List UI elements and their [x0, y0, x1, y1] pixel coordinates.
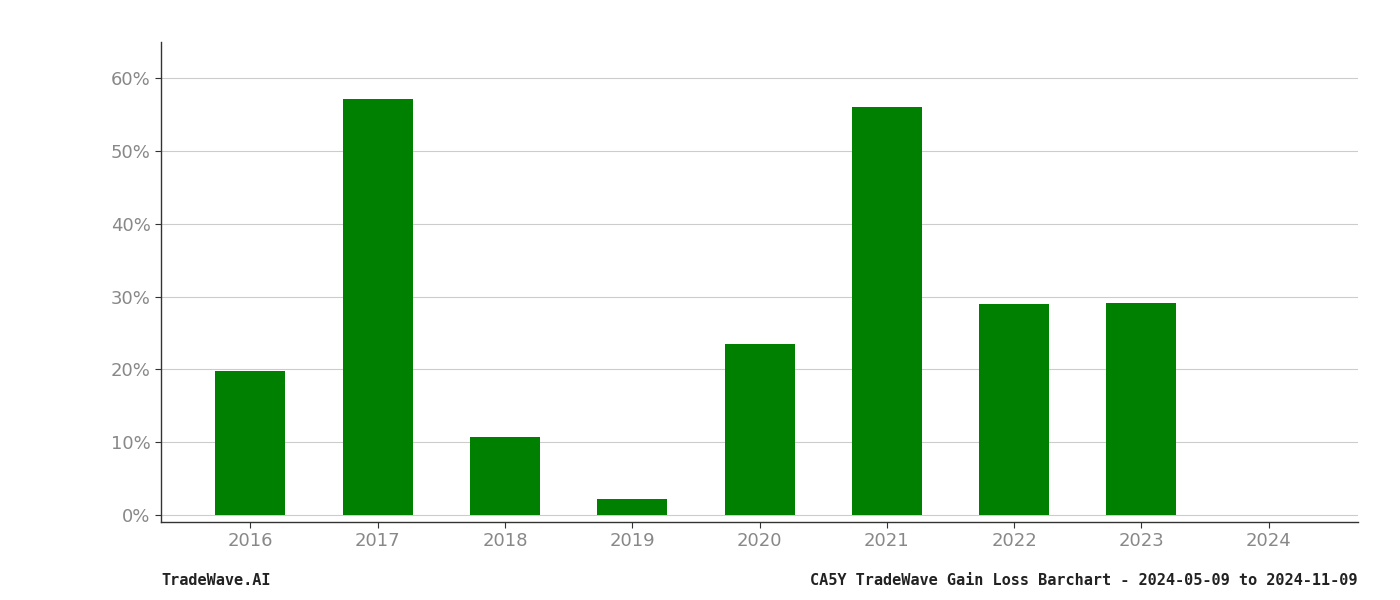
Bar: [470, 437, 540, 515]
Bar: [725, 344, 795, 515]
Bar: [1106, 303, 1176, 515]
Text: CA5Y TradeWave Gain Loss Barchart - 2024-05-09 to 2024-11-09: CA5Y TradeWave Gain Loss Barchart - 2024…: [811, 573, 1358, 588]
Bar: [216, 371, 286, 515]
Text: TradeWave.AI: TradeWave.AI: [161, 573, 270, 588]
Bar: [343, 100, 413, 515]
Bar: [598, 499, 668, 515]
Bar: [979, 304, 1049, 515]
Bar: [851, 107, 921, 515]
